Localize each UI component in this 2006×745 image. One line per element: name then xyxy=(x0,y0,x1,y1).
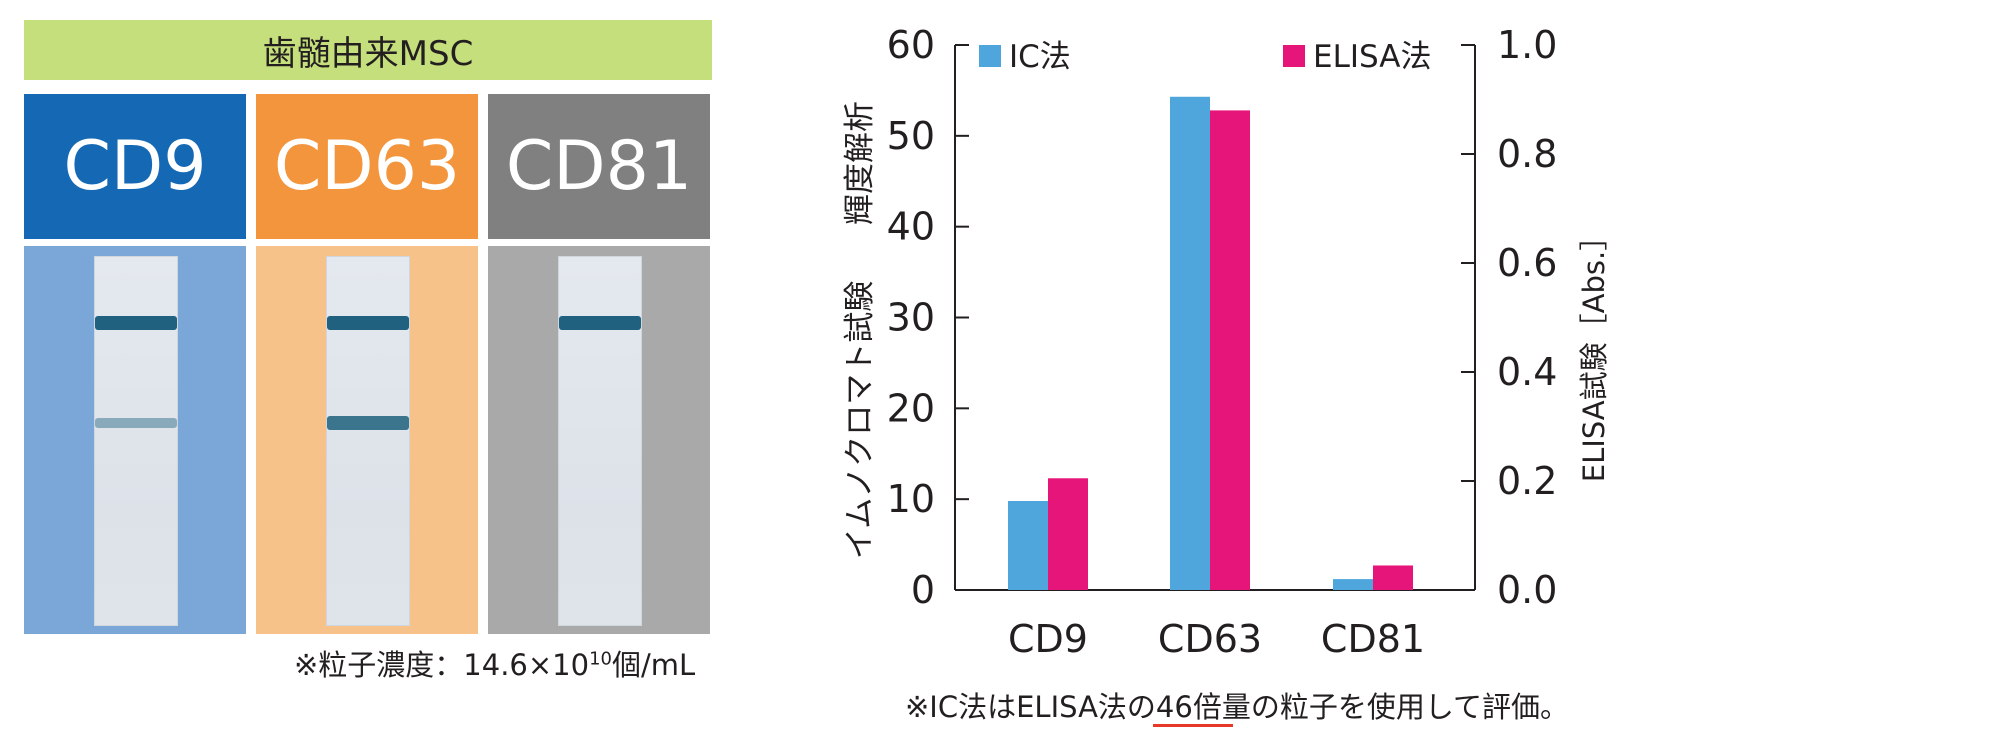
tick-label-left: 0 xyxy=(911,568,935,612)
strip-column-cd81: CD81 xyxy=(488,94,710,634)
legend-label: ELISA法 xyxy=(1313,39,1431,75)
category-label: CD9 xyxy=(1008,617,1088,661)
tick-label-right: 0.6 xyxy=(1497,241,1557,285)
tick-label-right: 0.0 xyxy=(1497,568,1557,612)
strip-column-cd9: CD9 xyxy=(24,94,246,634)
bar-cd9-ic xyxy=(1008,500,1048,590)
tick-label-right: 0.4 xyxy=(1497,350,1557,394)
category-label: CD63 xyxy=(1158,617,1262,661)
tick-label-right: 0.2 xyxy=(1497,459,1557,503)
y-axis-label-left-b: 輝度解析 xyxy=(842,101,878,225)
category-label: CD81 xyxy=(1321,617,1425,661)
bar-cd63-elisa xyxy=(1210,110,1250,591)
test-band xyxy=(327,316,409,331)
marker-header: CD81 xyxy=(488,94,710,239)
source-title: 歯髄由来MSC xyxy=(24,20,712,80)
test-band xyxy=(95,417,177,428)
particle-note-exponent: 10 xyxy=(589,648,612,670)
particle-concentration-note: ※粒子濃度：14.6×1010個/mL xyxy=(294,642,695,684)
tick-label-right: 0.8 xyxy=(1497,132,1557,176)
marker-header: CD9 xyxy=(24,94,246,239)
bar-cd63-ic xyxy=(1170,96,1210,591)
tick-label-left: 40 xyxy=(887,205,935,249)
particle-note-suffix: 個/mL xyxy=(611,648,696,682)
test-strip xyxy=(94,256,178,626)
y-axis-label-right: ELISA試験［Abs.］ xyxy=(1577,222,1611,482)
highlight-underline xyxy=(1153,724,1233,727)
tick-label-left: 10 xyxy=(887,477,935,521)
marker-header: CD63 xyxy=(256,94,478,239)
legend-label: IC法 xyxy=(1009,39,1071,75)
y-axis-label-left-a: イムノクロマト試験 xyxy=(842,281,878,559)
strip-image-panel xyxy=(488,246,710,634)
tick-label-left: 30 xyxy=(887,296,935,340)
test-band xyxy=(95,316,177,331)
bottom-note: ※IC法はELISA法の46倍量の粒子を使用して評価。 xyxy=(905,684,1569,726)
strip-image-panel xyxy=(256,246,478,634)
test-band xyxy=(327,415,409,430)
legend-swatch xyxy=(979,45,1001,67)
particle-note-prefix: ※粒子濃度：14.6×10 xyxy=(294,648,590,682)
bar-cd81-ic xyxy=(1333,579,1373,590)
test-band xyxy=(559,316,641,331)
tick-label-right: 1.0 xyxy=(1497,23,1557,67)
bar-cd9-elisa xyxy=(1048,478,1088,590)
strip-image-panel xyxy=(24,246,246,634)
bottom-note-suffix: の粒子を使用して評価。 xyxy=(1250,690,1569,724)
legend-swatch xyxy=(1283,45,1305,67)
test-strip xyxy=(326,256,410,626)
strip-column-cd63: CD63 xyxy=(256,94,478,634)
tick-label-left: 60 xyxy=(887,23,935,67)
bar-cd81-elisa xyxy=(1373,565,1413,590)
test-strip xyxy=(558,256,642,626)
bottom-note-prefix: ※IC法はELISA法の xyxy=(905,690,1156,724)
tick-label-left: 20 xyxy=(887,386,935,430)
bottom-note-highlight: 46倍量 xyxy=(1155,690,1251,724)
tick-label-left: 50 xyxy=(887,114,935,158)
